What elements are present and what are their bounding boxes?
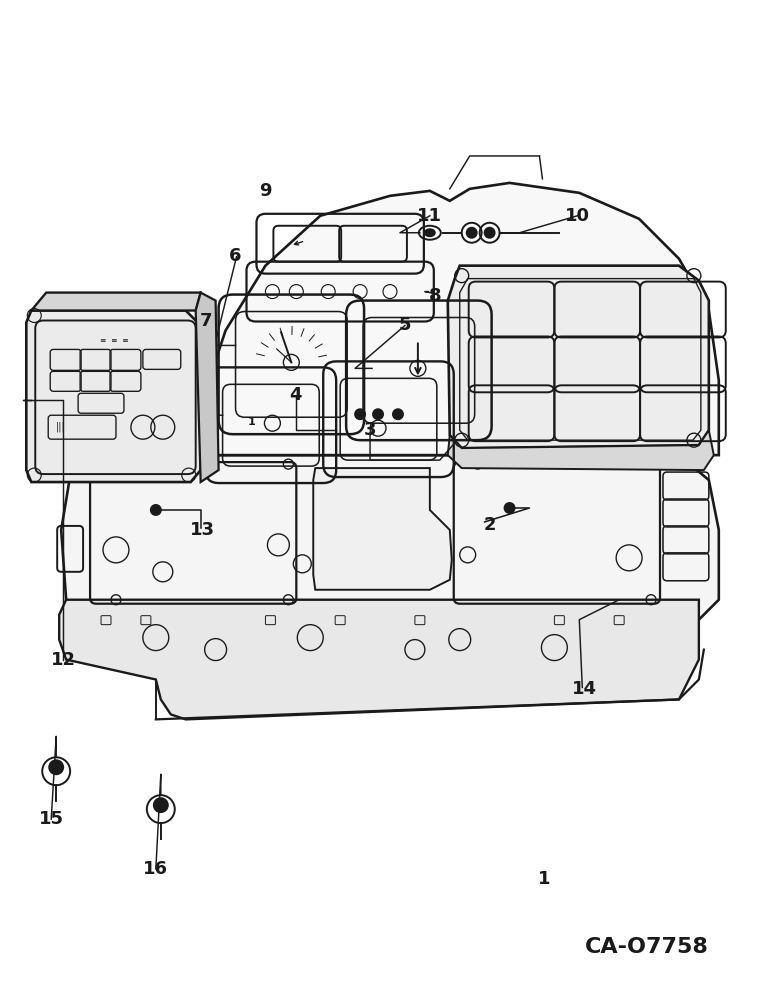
Text: 4: 4 (289, 386, 302, 404)
Text: 10: 10 (565, 207, 590, 225)
Circle shape (151, 505, 161, 515)
Polygon shape (195, 183, 719, 455)
Text: 1: 1 (248, 417, 256, 427)
Text: 3: 3 (364, 421, 376, 439)
Text: 1: 1 (538, 870, 550, 888)
Text: 9: 9 (259, 182, 272, 200)
Text: CA-O7758: CA-O7758 (585, 937, 709, 957)
Text: 2: 2 (483, 516, 496, 534)
Circle shape (154, 798, 168, 812)
Text: ≡  ≡  ≡: ≡ ≡ ≡ (100, 336, 128, 345)
Circle shape (393, 409, 403, 419)
Circle shape (467, 228, 476, 238)
Polygon shape (32, 293, 201, 311)
Circle shape (505, 503, 514, 513)
Polygon shape (448, 266, 709, 448)
Text: 7: 7 (199, 312, 212, 330)
Text: 13: 13 (190, 521, 215, 539)
Ellipse shape (425, 229, 435, 236)
Text: 12: 12 (51, 651, 76, 669)
Text: 8: 8 (428, 287, 441, 305)
Polygon shape (59, 600, 699, 719)
Polygon shape (61, 455, 719, 620)
Polygon shape (448, 430, 714, 470)
Text: 11: 11 (418, 207, 442, 225)
Text: 14: 14 (572, 680, 597, 698)
Circle shape (373, 409, 383, 419)
Polygon shape (195, 293, 218, 482)
Text: 16: 16 (144, 860, 168, 878)
Circle shape (49, 760, 63, 774)
Circle shape (355, 409, 365, 419)
Text: 6: 6 (229, 247, 242, 265)
Polygon shape (26, 311, 201, 482)
Circle shape (485, 228, 495, 238)
Polygon shape (313, 468, 452, 590)
Text: |||: ||| (56, 422, 66, 432)
Text: 15: 15 (39, 810, 64, 828)
Text: 5: 5 (398, 316, 411, 334)
